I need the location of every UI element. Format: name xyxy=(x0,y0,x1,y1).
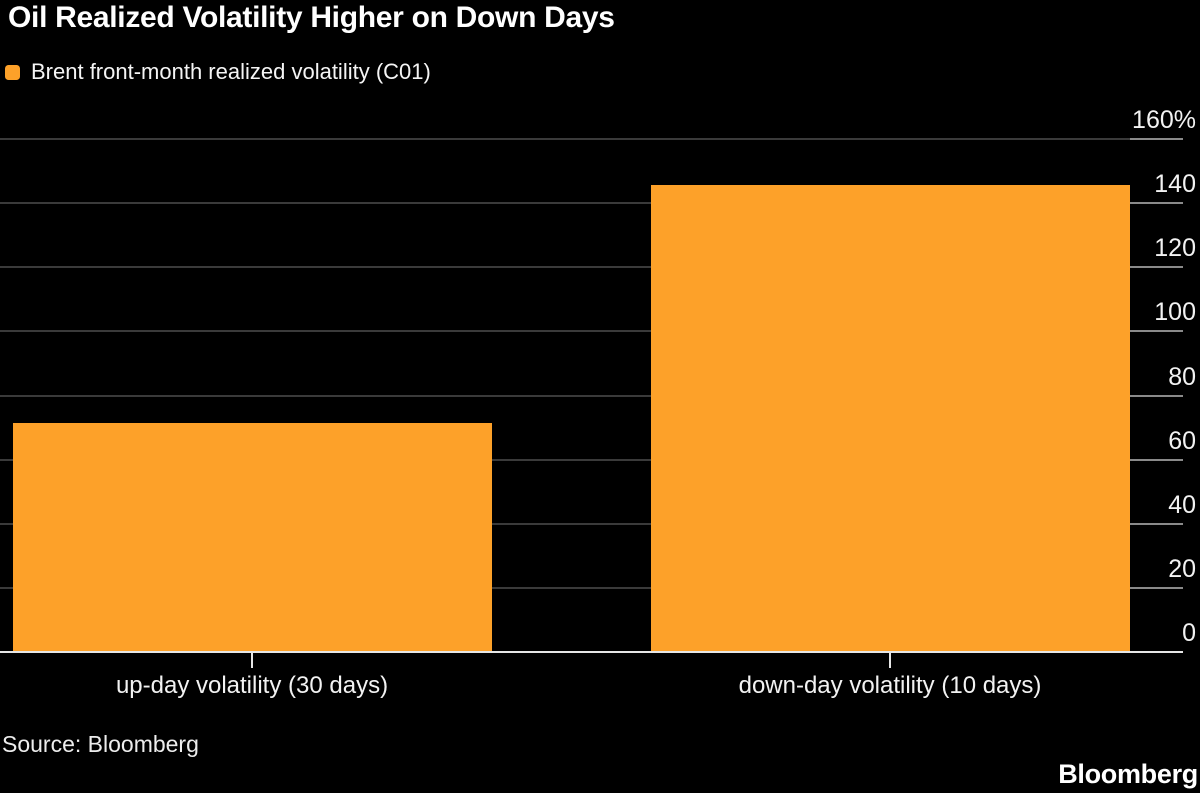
gridline xyxy=(0,266,1183,268)
y-axis-tick xyxy=(1130,266,1183,268)
y-axis-label: 100 xyxy=(1154,298,1196,326)
gridline xyxy=(0,330,1183,332)
gridline xyxy=(0,459,1183,461)
legend-swatch-icon xyxy=(5,64,20,80)
y-axis-label: 20 xyxy=(1168,555,1196,583)
gridline xyxy=(0,395,1183,397)
y-axis-tick xyxy=(1130,395,1183,397)
x-axis-category-tick xyxy=(889,653,891,668)
y-axis-tick xyxy=(1130,202,1183,204)
y-axis-tick xyxy=(1130,587,1183,589)
x-axis-baseline xyxy=(0,651,1183,653)
source-note: Source: Bloomberg xyxy=(2,731,199,757)
gridline xyxy=(0,138,1183,140)
x-axis-category-tick xyxy=(251,653,253,668)
x-axis-category-label: down-day volatility (10 days) xyxy=(738,672,1042,699)
y-axis-label: 120 xyxy=(1154,234,1196,262)
gridline xyxy=(0,587,1183,589)
y-axis-tick xyxy=(1130,523,1183,525)
chart-title: Oil Realized Volatility Higher on Down D… xyxy=(8,1,615,34)
y-axis-label: 140 xyxy=(1154,170,1196,198)
y-axis-tick xyxy=(1130,330,1183,332)
y-axis-tick xyxy=(1130,138,1183,140)
y-axis-label: 80 xyxy=(1168,363,1196,391)
y-axis-label: 160% xyxy=(1132,106,1196,134)
gridline xyxy=(0,202,1183,204)
y-axis-label: 0 xyxy=(1182,619,1196,647)
bar-up-day xyxy=(13,423,492,651)
y-axis-label: 60 xyxy=(1168,427,1196,455)
y-axis-label: 40 xyxy=(1168,491,1196,519)
bar-down-day xyxy=(651,185,1130,651)
y-axis-tick xyxy=(1130,459,1183,461)
x-axis-category-label: up-day volatility (30 days) xyxy=(115,672,389,699)
gridline xyxy=(0,523,1183,525)
legend-series-label: Brent front-month realized volatility (C… xyxy=(31,59,431,84)
legend: Brent front-month realized volatility (C… xyxy=(5,59,431,84)
bloomberg-logo: Bloomberg xyxy=(1058,759,1198,789)
